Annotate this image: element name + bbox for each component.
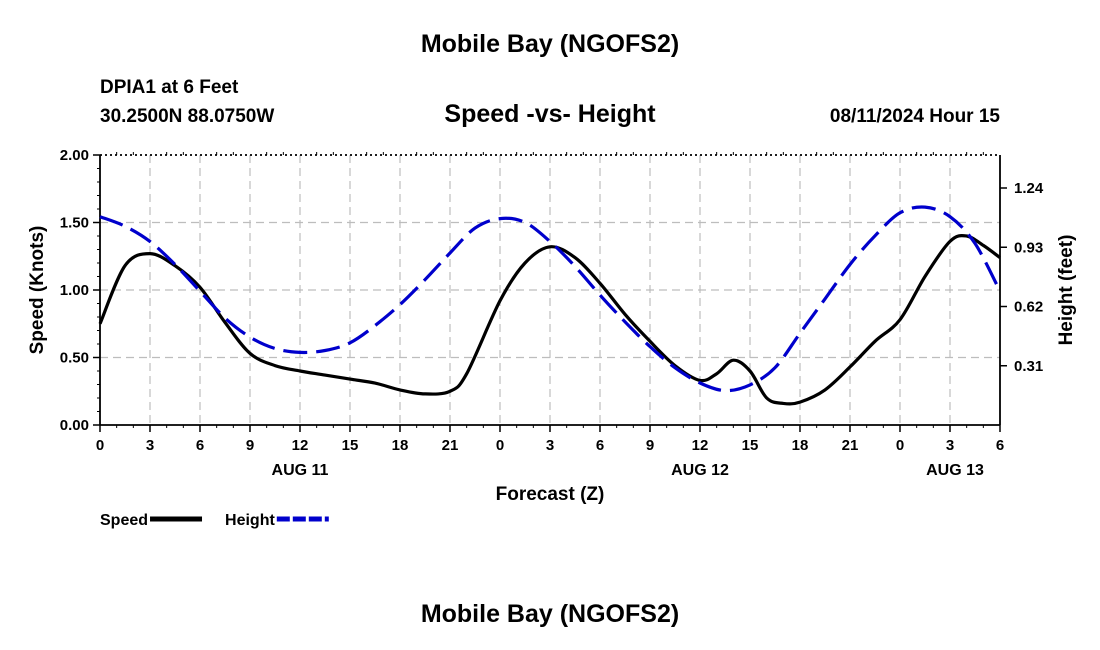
date-label: AUG 11 [272, 462, 329, 479]
x-tick-label: 15 [742, 437, 759, 454]
x-tick-label: 9 [246, 437, 254, 454]
legend-label-speed: Speed [100, 512, 148, 529]
x-tick-label: 9 [646, 437, 654, 454]
y-tick-label: 1.00 [60, 282, 89, 299]
x-tick-label: 6 [996, 437, 1004, 454]
x-tick-label: 0 [496, 437, 504, 454]
y-tick-label: 0.00 [60, 417, 89, 434]
x-tick-label: 18 [392, 437, 409, 454]
y2-tick-label: 1.24 [1014, 180, 1044, 197]
series-line-speed [98, 233, 1001, 406]
x-tick-label: 3 [146, 437, 154, 454]
x-tick-label: 6 [196, 437, 204, 454]
x-tick-label: 6 [596, 437, 604, 454]
x-tick-label: 0 [896, 437, 904, 454]
x-tick-label: 15 [342, 437, 359, 454]
x-tick-label: 0 [96, 437, 104, 454]
forecast-datetime: 08/11/2024 Hour 15 [829, 106, 1000, 127]
y-tick-label: 0.50 [60, 350, 89, 367]
x-tick-label: 3 [546, 437, 554, 454]
x-tick-label: 18 [792, 437, 809, 454]
x-tick-label: 12 [692, 437, 709, 454]
y-tick-label: 1.50 [60, 215, 89, 232]
y-tick-label: 2.00 [60, 147, 89, 164]
y2-axis-label: Height (feet) [1056, 235, 1077, 346]
coordinates-label: 30.2500N 88.0750W [100, 106, 275, 127]
top-title: Mobile Bay (NGOFS2) [420, 30, 680, 58]
legend-label-height: Height [225, 512, 275, 529]
series-line-height [99, 205, 1002, 393]
date-label: AUG 13 [926, 462, 984, 479]
y2-tick-label: 0.31 [1014, 358, 1043, 375]
x-tick-label: 21 [842, 437, 859, 454]
x-tick-label: 12 [292, 437, 309, 454]
date-label: AUG 12 [671, 462, 729, 479]
x-axis-label: Forecast (Z) [496, 484, 605, 505]
y-axis-label: Speed (Knots) [27, 226, 48, 355]
y2-tick-label: 0.93 [1014, 239, 1043, 256]
station-label: DPIA1 at 6 Feet [100, 77, 239, 98]
x-tick-label: 3 [946, 437, 954, 454]
y2-tick-label: 0.62 [1014, 299, 1043, 316]
bottom-title: Mobile Bay (NGOFS2) [420, 600, 680, 628]
x-tick-label: 21 [442, 437, 459, 454]
chart-title: Speed -vs- Height [444, 100, 656, 128]
